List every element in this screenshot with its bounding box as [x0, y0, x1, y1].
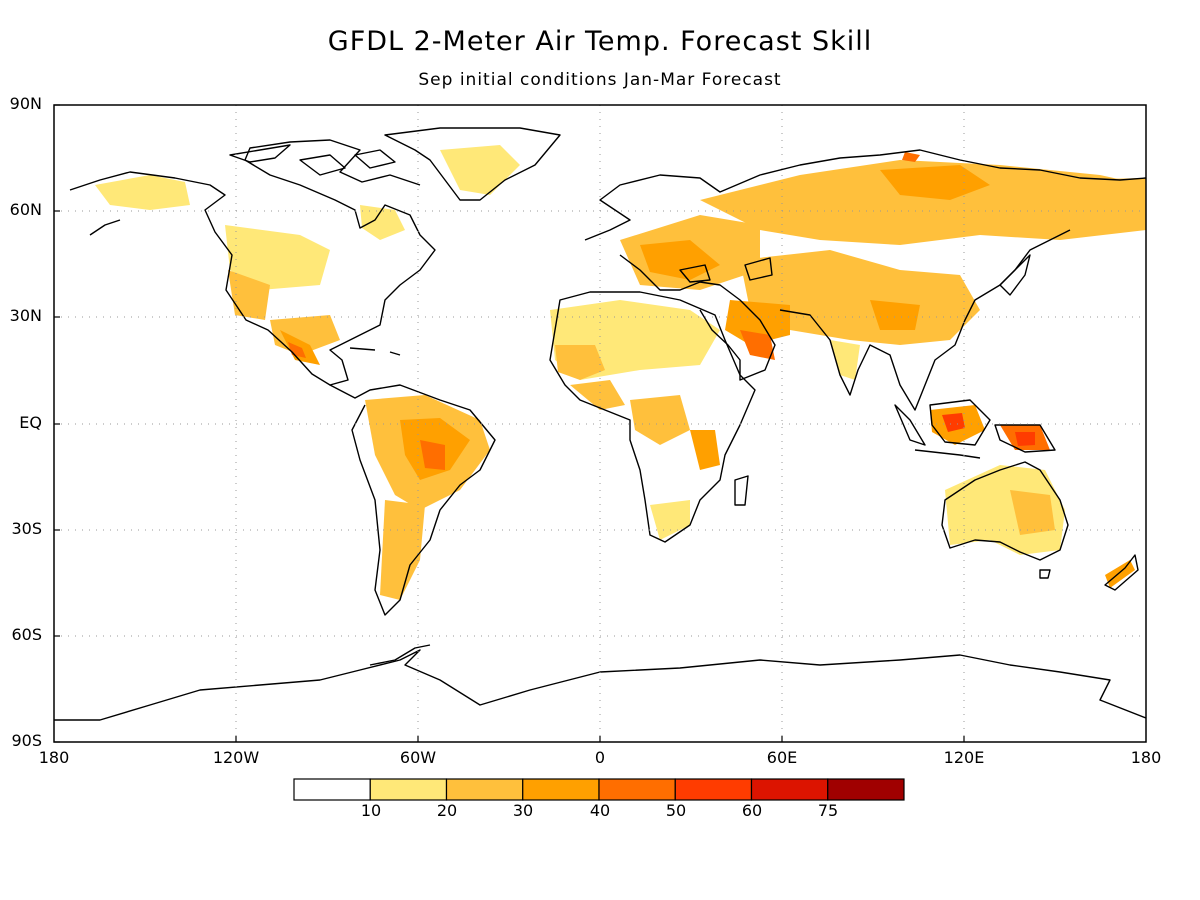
skill-patch-borneo-core: [942, 413, 965, 432]
colorbar-swatch: [598, 778, 676, 801]
lon-label-120w: 120W: [212, 748, 260, 767]
colorbar-swatch: [827, 778, 905, 801]
colorbar-swatch: [369, 778, 448, 801]
lon-label-60w: 60W: [399, 748, 437, 767]
map-subtitle: Sep initial conditions Jan-Mar Forecast: [418, 70, 782, 90]
skill-patch-siberia-core: [880, 165, 990, 200]
colorbar-label-20: 20: [436, 801, 458, 820]
skill-patch-europe-core: [640, 240, 720, 280]
lon-label-180e: 180: [1130, 748, 1162, 767]
skill-patch-eastafrica: [690, 430, 720, 470]
skill-patch-russia: [700, 160, 1146, 245]
skill-patch-newguinea-core: [1015, 432, 1035, 446]
colorbar-label-40: 40: [589, 801, 611, 820]
lat-label-90n: 90N: [9, 94, 42, 113]
lat-label-60n: 60N: [9, 200, 42, 219]
skill-patch-arabia: [740, 330, 775, 360]
skill-patch-central-africa: [630, 395, 690, 445]
skill-patch-greenland: [440, 145, 520, 195]
colorbar-swatch: [445, 778, 524, 801]
lon-label-180w: 180: [38, 748, 70, 767]
lon-label-120e: 120E: [943, 748, 985, 767]
colorbar-swatch: [674, 778, 753, 801]
colorbar-label-60: 60: [741, 801, 763, 820]
lat-label-90s: 90S: [11, 731, 42, 750]
colorbar-swatch: [293, 778, 371, 801]
colorbar-swatch: [750, 778, 829, 801]
skill-shading-layer: [95, 145, 1146, 600]
skill-patch-nunavut: [360, 205, 405, 240]
colorbar-label-30: 30: [512, 801, 534, 820]
skill-patch-iran: [725, 300, 790, 345]
axis-ticks: [54, 104, 965, 743]
skill-patch-newzealand: [1105, 560, 1135, 588]
colorbar-label-50: 50: [665, 801, 687, 820]
lon-label-60e: 60E: [766, 748, 798, 767]
map-title: GFDL 2-Meter Air Temp. Forecast Skill: [327, 26, 873, 57]
skill-patch-argentina: [380, 500, 425, 600]
lat-label-eq: EQ: [19, 413, 42, 432]
skill-patch-australia-east: [1010, 490, 1055, 535]
coastlines: [54, 127, 1146, 721]
skill-patch-canada: [225, 225, 330, 290]
skill-patch-westafrica: [555, 345, 605, 380]
colorbar: [293, 778, 905, 801]
lon-label-0: 0: [594, 748, 606, 767]
lat-label-30s: 30S: [11, 519, 42, 538]
gridlines: [54, 105, 1146, 742]
skill-patch-far-east: [1060, 178, 1146, 205]
lat-label-30n: 30N: [9, 306, 42, 325]
colorbar-label-75: 75: [817, 801, 839, 820]
skill-patch-siberia-hot: [902, 152, 920, 162]
skill-patch-southafrica: [650, 500, 690, 540]
skill-patch-alaska: [95, 175, 190, 210]
skill-patch-tibet: [870, 300, 920, 330]
skill-patch-sahel: [570, 380, 625, 410]
skill-patch-mexico-core: [288, 342, 306, 358]
skill-patch-centralasia: [740, 250, 980, 345]
skill-patch-brazil: [420, 440, 445, 470]
lat-label-60s: 60S: [11, 625, 42, 644]
colorbar-label-10: 10: [360, 801, 382, 820]
colorbar-swatch: [522, 778, 600, 801]
skill-patch-india: [830, 340, 860, 380]
